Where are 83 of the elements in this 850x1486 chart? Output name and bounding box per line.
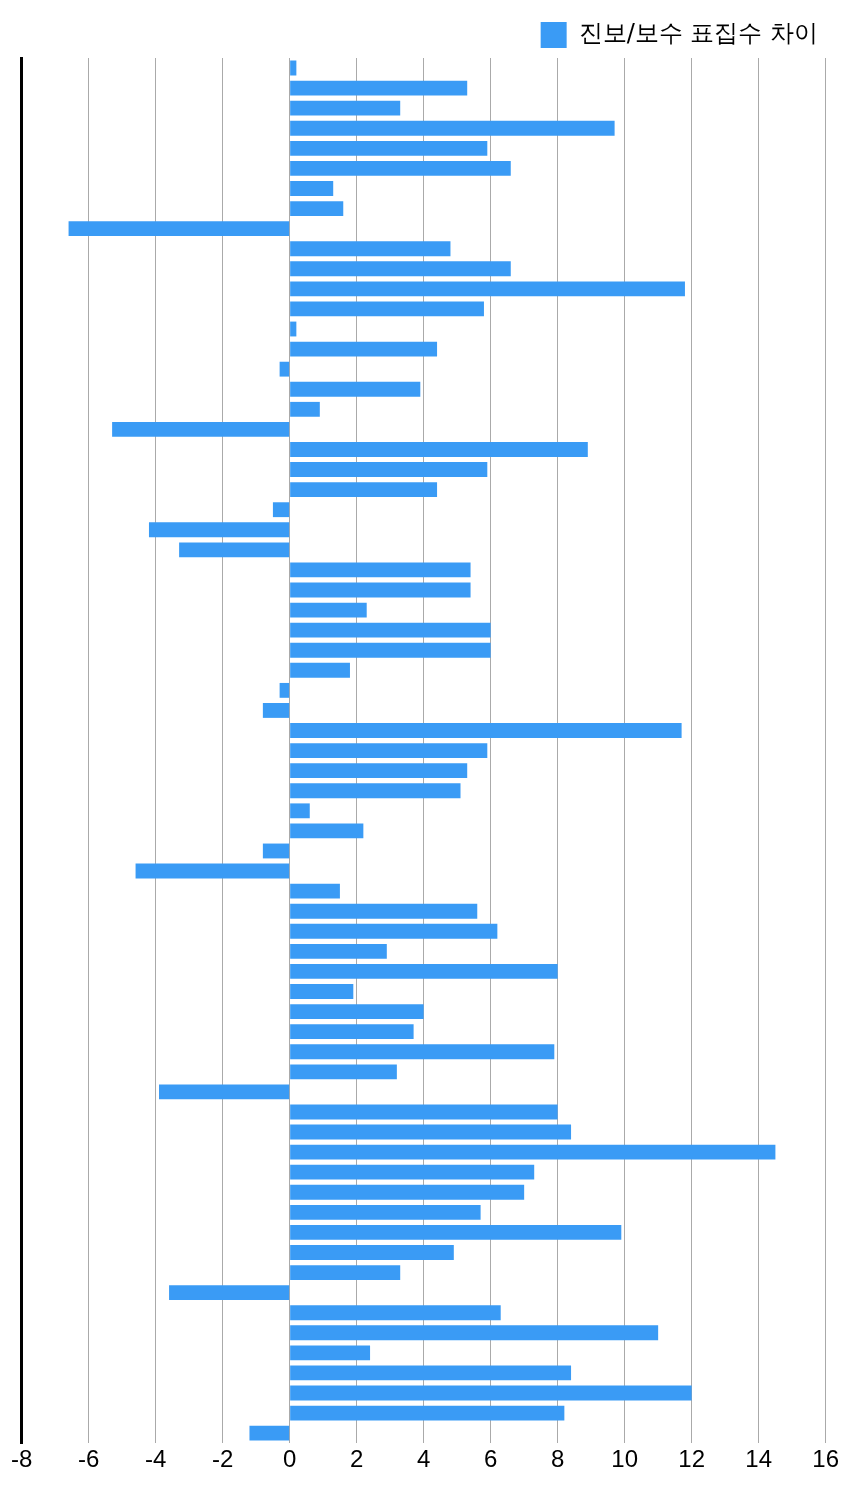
x-tick-label: 4 (416, 1445, 431, 1473)
bar (290, 401, 320, 417)
bar (112, 421, 290, 437)
bar (279, 682, 290, 698)
bar (290, 1204, 481, 1220)
bar (290, 1184, 525, 1200)
x-tick-label: -6 (78, 1445, 100, 1473)
x-tick-label: -2 (211, 1445, 234, 1473)
bar (290, 1104, 558, 1120)
bar (290, 482, 438, 498)
bar (290, 321, 297, 337)
bar (290, 642, 491, 658)
bar (290, 1365, 572, 1381)
bar (290, 100, 401, 116)
bar (290, 1164, 535, 1180)
bar (290, 1245, 454, 1260)
bar (290, 1305, 501, 1321)
bar (290, 723, 682, 738)
bar (290, 964, 558, 979)
bar (290, 181, 334, 196)
bar (290, 1004, 424, 1020)
bar (290, 281, 685, 297)
bar (290, 1144, 776, 1160)
bar (290, 1024, 414, 1040)
bar (290, 341, 438, 357)
bar (290, 1405, 565, 1421)
bar (290, 60, 297, 76)
bar (290, 1224, 622, 1240)
bar (290, 984, 354, 999)
bar (249, 1425, 290, 1441)
x-tick-label: 10 (611, 1445, 639, 1473)
bar (148, 522, 290, 538)
bar (290, 120, 615, 136)
bar (290, 743, 488, 759)
bar (290, 381, 421, 397)
bar (290, 261, 511, 277)
bar (290, 763, 468, 779)
x-tick-label: -4 (145, 1445, 167, 1473)
bar (262, 843, 290, 859)
bar (290, 1064, 397, 1080)
bar (290, 1385, 692, 1401)
bar (290, 442, 588, 457)
x-tick-label: 14 (745, 1445, 773, 1473)
x-tick-label: 16 (812, 1445, 839, 1473)
bar (290, 923, 498, 939)
bar (290, 462, 488, 477)
bar (290, 803, 310, 819)
bar (290, 301, 484, 317)
bar (290, 1124, 572, 1140)
bar (290, 1044, 555, 1060)
bar (68, 221, 290, 237)
bar (279, 361, 290, 377)
bar (272, 502, 290, 518)
x-tick-label: -8 (11, 1445, 33, 1473)
bar (262, 703, 290, 718)
bar (290, 562, 471, 578)
bar (290, 80, 468, 96)
bar (290, 943, 387, 959)
bar (169, 1285, 290, 1301)
bar (290, 160, 511, 176)
bar (290, 1345, 371, 1361)
bar (290, 622, 491, 638)
bar (290, 823, 364, 839)
legend-label: 진보/보수 표집수 차이 (578, 19, 818, 48)
bar (290, 662, 350, 678)
bar (290, 602, 367, 618)
bar (290, 140, 488, 156)
bar (290, 241, 451, 257)
x-tick-label: 2 (349, 1445, 364, 1473)
bar (290, 883, 340, 899)
bar (135, 863, 290, 879)
bar (290, 1265, 401, 1280)
x-tick-label: 6 (483, 1445, 498, 1473)
x-tick-label: 12 (678, 1445, 706, 1473)
bar (290, 201, 344, 216)
bar (290, 582, 471, 598)
x-tick-label: 0 (282, 1445, 297, 1473)
bar (290, 903, 478, 919)
bar (290, 783, 461, 799)
bar (159, 1084, 290, 1100)
x-tick-label: 8 (550, 1445, 565, 1473)
bar (179, 542, 290, 558)
bar (290, 1325, 659, 1341)
